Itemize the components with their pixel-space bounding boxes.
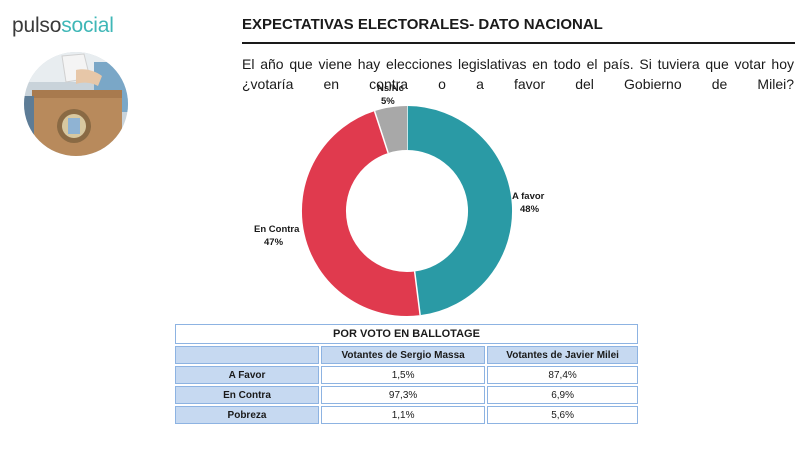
column-header-milei: Votantes de Javier Milei <box>487 346 638 364</box>
table-row: En Contra 97,3% 6,9% <box>175 386 638 404</box>
table-row: Pobreza 1,1% 5,6% <box>175 406 638 424</box>
table-header-row: Votantes de Sergio Massa Votantes de Jav… <box>175 346 638 364</box>
cell-en-contra-milei: 6,9% <box>487 386 638 404</box>
title-divider <box>242 42 795 44</box>
slice-value-en-contra: 47% <box>264 237 284 248</box>
row-label-pobreza: Pobreza <box>175 406 319 424</box>
slice-separator <box>413 271 421 316</box>
slice-label-a-favor: A favor <box>512 191 545 202</box>
table-header-empty <box>175 346 319 364</box>
slice-value-ns-nc: 5% <box>381 96 395 107</box>
donut-slices <box>301 106 513 316</box>
logo-part-1: pulso <box>12 14 62 37</box>
cell-pobreza-massa: 1,1% <box>321 406 486 424</box>
slice-label-ns-nc: Ns/Nc <box>377 83 404 94</box>
logo-part-2: social <box>61 14 114 37</box>
table-row: A Favor 1,5% 87,4% <box>175 366 638 384</box>
slice-value-a-favor: 48% <box>520 204 540 215</box>
cell-a-favor-milei: 87,4% <box>487 366 638 384</box>
cell-en-contra-massa: 97,3% <box>321 386 486 404</box>
donut-slice-ns-nc <box>374 106 408 154</box>
donut-slice-a-favor <box>406 106 513 316</box>
table-title-row: POR VOTO EN BALLOTAGE <box>175 324 638 344</box>
donut-slice-en-contra <box>301 111 421 316</box>
page-title: EXPECTATIVAS ELECTORALES- DATO NACIONAL <box>242 16 603 33</box>
column-header-massa: Votantes de Sergio Massa <box>321 346 486 364</box>
ballotage-table: POR VOTO EN BALLOTAGE Votantes de Sergio… <box>173 322 640 426</box>
pulso-social-logo: pulsosocial <box>12 14 114 38</box>
ballot-box-photo <box>24 52 128 156</box>
cell-pobreza-milei: 5,6% <box>487 406 638 424</box>
slice-label-en-contra: En Contra <box>254 224 300 235</box>
row-label-a-favor: A Favor <box>175 366 319 384</box>
table-title: POR VOTO EN BALLOTAGE <box>175 324 638 344</box>
row-label-en-contra: En Contra <box>175 386 319 404</box>
slice-separator <box>373 110 389 154</box>
survey-question: El año que viene hay elecciones legislat… <box>242 56 794 92</box>
cell-a-favor-massa: 1,5% <box>321 366 486 384</box>
